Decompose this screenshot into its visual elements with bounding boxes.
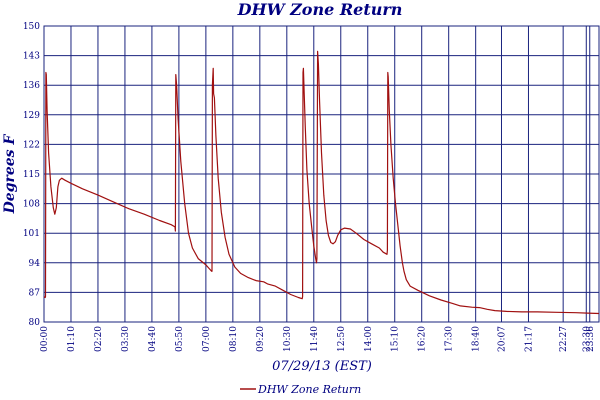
x-tick-label: 16:20 <box>418 326 428 352</box>
y-tick-label: 143 <box>23 52 40 62</box>
y-tick-label: 136 <box>23 81 40 91</box>
x-tick-label: 15:10 <box>391 326 401 352</box>
x-tick-label: 09:20 <box>256 326 266 352</box>
x-tick-label: 00:00 <box>40 326 50 352</box>
x-tick-label: 02:20 <box>94 326 104 352</box>
series-layer <box>43 50 600 315</box>
x-tick-label: 23:36 <box>586 326 596 352</box>
chart-title: DHW Zone Return <box>237 0 403 19</box>
y-tick-label: 87 <box>29 288 41 298</box>
legend-label: DHW Zone Return <box>257 383 361 396</box>
y-tick-label: 122 <box>23 140 40 150</box>
y-tick-label: 108 <box>23 200 40 210</box>
plot-frame <box>43 25 600 323</box>
y-tick-label: 80 <box>29 318 41 328</box>
x-tick-label: 22:27 <box>559 326 569 352</box>
x-tick-label: 08:10 <box>229 326 239 352</box>
x-tick-label: 07:00 <box>202 326 212 352</box>
x-axis-label: 07/29/13 (EST) <box>272 359 372 374</box>
x-tick-label: 03:30 <box>121 326 131 352</box>
x-tick-label: 10:30 <box>283 326 293 352</box>
y-tick-label: 115 <box>23 170 40 180</box>
y-tick-label: 129 <box>23 111 40 121</box>
x-tick-label: 18:40 <box>472 326 482 352</box>
x-tick-label: 12:50 <box>337 326 347 352</box>
x-tick-label: 23:30 <box>582 326 592 352</box>
x-tick-labels: 00:00 01:10 02:20 03:30 04:40 05:50 07:00 08:10… <box>40 326 596 352</box>
y-tick-label: 101 <box>23 229 40 239</box>
x-tick-label: 14:00 <box>364 326 374 352</box>
x-tick-label: 21:17 <box>524 326 534 352</box>
grid <box>43 25 600 323</box>
legend: DHW Zone Return <box>240 383 361 396</box>
x-tick-label: 04:40 <box>148 326 158 352</box>
y-tick-labels: 80 87 94 101 108 115 122 129 136 143 150 <box>23 22 40 328</box>
y-tick-label: 150 <box>23 22 40 32</box>
y-axis-label: Degrees F <box>2 134 18 215</box>
series-line-dhw-zone-return <box>43 50 600 315</box>
x-tick-label: 20:07 <box>497 326 507 352</box>
x-tick-label: 01:10 <box>67 326 77 352</box>
x-tick-label: 05:50 <box>175 326 185 352</box>
x-tick-label: 11:40 <box>310 326 320 352</box>
y-tick-label: 94 <box>29 259 41 269</box>
x-tick-label: 17:30 <box>445 326 455 352</box>
